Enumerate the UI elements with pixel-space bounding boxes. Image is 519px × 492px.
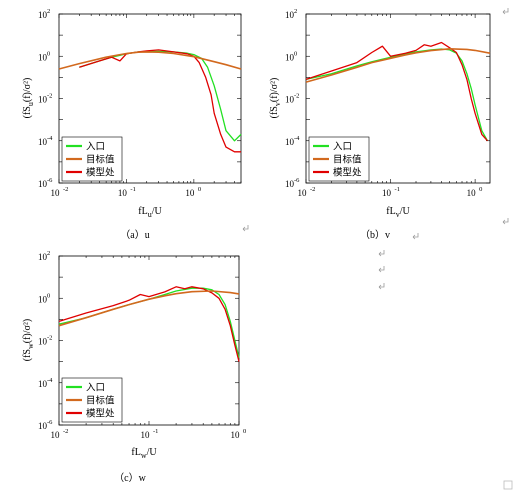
y-tick-label: 10 [38, 379, 48, 389]
y-tick-label: 10 [285, 137, 295, 147]
return-mark [242, 225, 249, 232]
x-axis-label: fLv/U [386, 206, 410, 219]
x-tick-exponent: 0 [479, 186, 482, 193]
y-tick-exponent: -4 [294, 135, 300, 142]
y-tick-label: 10 [38, 252, 48, 262]
y-tick-exponent: 0 [47, 292, 50, 299]
x-tick-exponent: -2 [63, 428, 68, 435]
y-axis-label: (fSu(f)/σ²) [22, 78, 35, 119]
x-tick-label: 10 [51, 188, 61, 198]
y-tick-label: 10 [38, 337, 48, 347]
y-tick-label: 10 [38, 52, 48, 62]
x-tick-exponent: -2 [310, 186, 315, 193]
x-tick-exponent: -1 [130, 186, 135, 193]
legend-label: 目标值 [86, 395, 115, 407]
series-line-model [58, 286, 240, 362]
y-axis-label: (fSv(f)/σ²) [269, 78, 282, 119]
y-tick-label: 10 [38, 137, 48, 147]
chart-panel-1: 10 -2 10 -1 10 010 210 010 -210 -410 -6入口目标值模型处fLu… [22, 8, 242, 241]
legend-label: 目标值 [333, 154, 362, 166]
x-tick-label: 10 [467, 188, 477, 198]
x-tick-label: 10 [51, 430, 61, 440]
corner-box [503, 480, 513, 490]
legend-label: 目标值 [86, 154, 115, 166]
x-tick-exponent: 0 [198, 186, 201, 193]
legend-label: 模型处 [86, 167, 115, 179]
return-mark [412, 233, 419, 240]
series-line-model [79, 49, 241, 153]
x-tick-label: 10 [185, 188, 195, 198]
charts-layer: 10 -2 10 -1 10 010 210 010 -210 -410 -6入口目标值模型处fLu… [22, 8, 491, 484]
y-tick-label: 10 [38, 179, 48, 189]
x-tick-label: 10 [382, 188, 392, 198]
y-tick-exponent: 2 [47, 250, 50, 257]
chart-panel-2: 10 -2 10 -1 10 010 210 010 -210 -410 -6入口目标值模型处fLv… [269, 8, 491, 241]
x-tick-label: 10 [298, 188, 308, 198]
x-axis-label: fLw/U [131, 447, 157, 460]
y-tick-exponent: -6 [47, 419, 53, 426]
x-tick-label: 10 [231, 430, 241, 440]
y-tick-label: 10 [285, 52, 295, 62]
y-tick-exponent: -6 [47, 177, 53, 184]
x-tick-exponent: -1 [153, 428, 158, 435]
y-tick-label: 10 [38, 10, 48, 20]
y-tick-label: 10 [38, 294, 48, 304]
y-tick-exponent: 0 [294, 50, 297, 57]
subfigure-caption: （c）w [114, 472, 146, 484]
y-tick-exponent: 2 [294, 8, 297, 15]
y-tick-exponent: -2 [47, 93, 52, 100]
return-mark [378, 250, 385, 257]
y-tick-exponent: 2 [47, 8, 50, 15]
edit-marks-layer [242, 8, 513, 490]
x-tick-label: 10 [118, 188, 128, 198]
x-tick-exponent: -2 [63, 186, 68, 193]
y-tick-exponent: -4 [47, 135, 53, 142]
y-tick-exponent: -2 [294, 93, 299, 100]
series-line-model [305, 41, 488, 142]
subfigure-caption: （b）v [360, 229, 390, 241]
legend-label: 模型处 [333, 167, 362, 179]
y-tick-label: 10 [285, 179, 295, 189]
series-line-target [305, 47, 491, 83]
y-tick-label: 10 [285, 10, 295, 20]
y-tick-label: 10 [38, 95, 48, 105]
x-axis-label: fLu/U [138, 206, 162, 219]
return-mark [378, 283, 385, 290]
y-tick-exponent: -6 [294, 177, 300, 184]
y-tick-exponent: -4 [47, 377, 53, 384]
legend-label: 入口 [86, 383, 105, 394]
chart-panel-3: 10 -2 10 -1 10 010 210 010 -210 -410 -6入口目标值模型处fLw… [22, 250, 246, 484]
x-tick-exponent: -1 [395, 186, 400, 193]
subfigure-caption: （a）u [120, 229, 149, 241]
legend-label: 入口 [333, 142, 352, 153]
y-tick-label: 10 [285, 95, 295, 105]
y-tick-label: 10 [38, 421, 48, 431]
series-line-target [58, 290, 240, 327]
legend-label: 模型处 [86, 408, 115, 420]
return-mark [502, 8, 509, 15]
series-line-target [58, 51, 242, 70]
y-tick-exponent: -2 [47, 335, 52, 342]
y-tick-exponent: 0 [47, 50, 50, 57]
return-mark [378, 266, 385, 273]
y-axis-label: (fSw(f)/σ²) [22, 319, 35, 362]
return-mark [502, 218, 509, 225]
x-tick-exponent: 0 [243, 428, 246, 435]
x-tick-label: 10 [141, 430, 151, 440]
legend-label: 入口 [86, 142, 105, 153]
